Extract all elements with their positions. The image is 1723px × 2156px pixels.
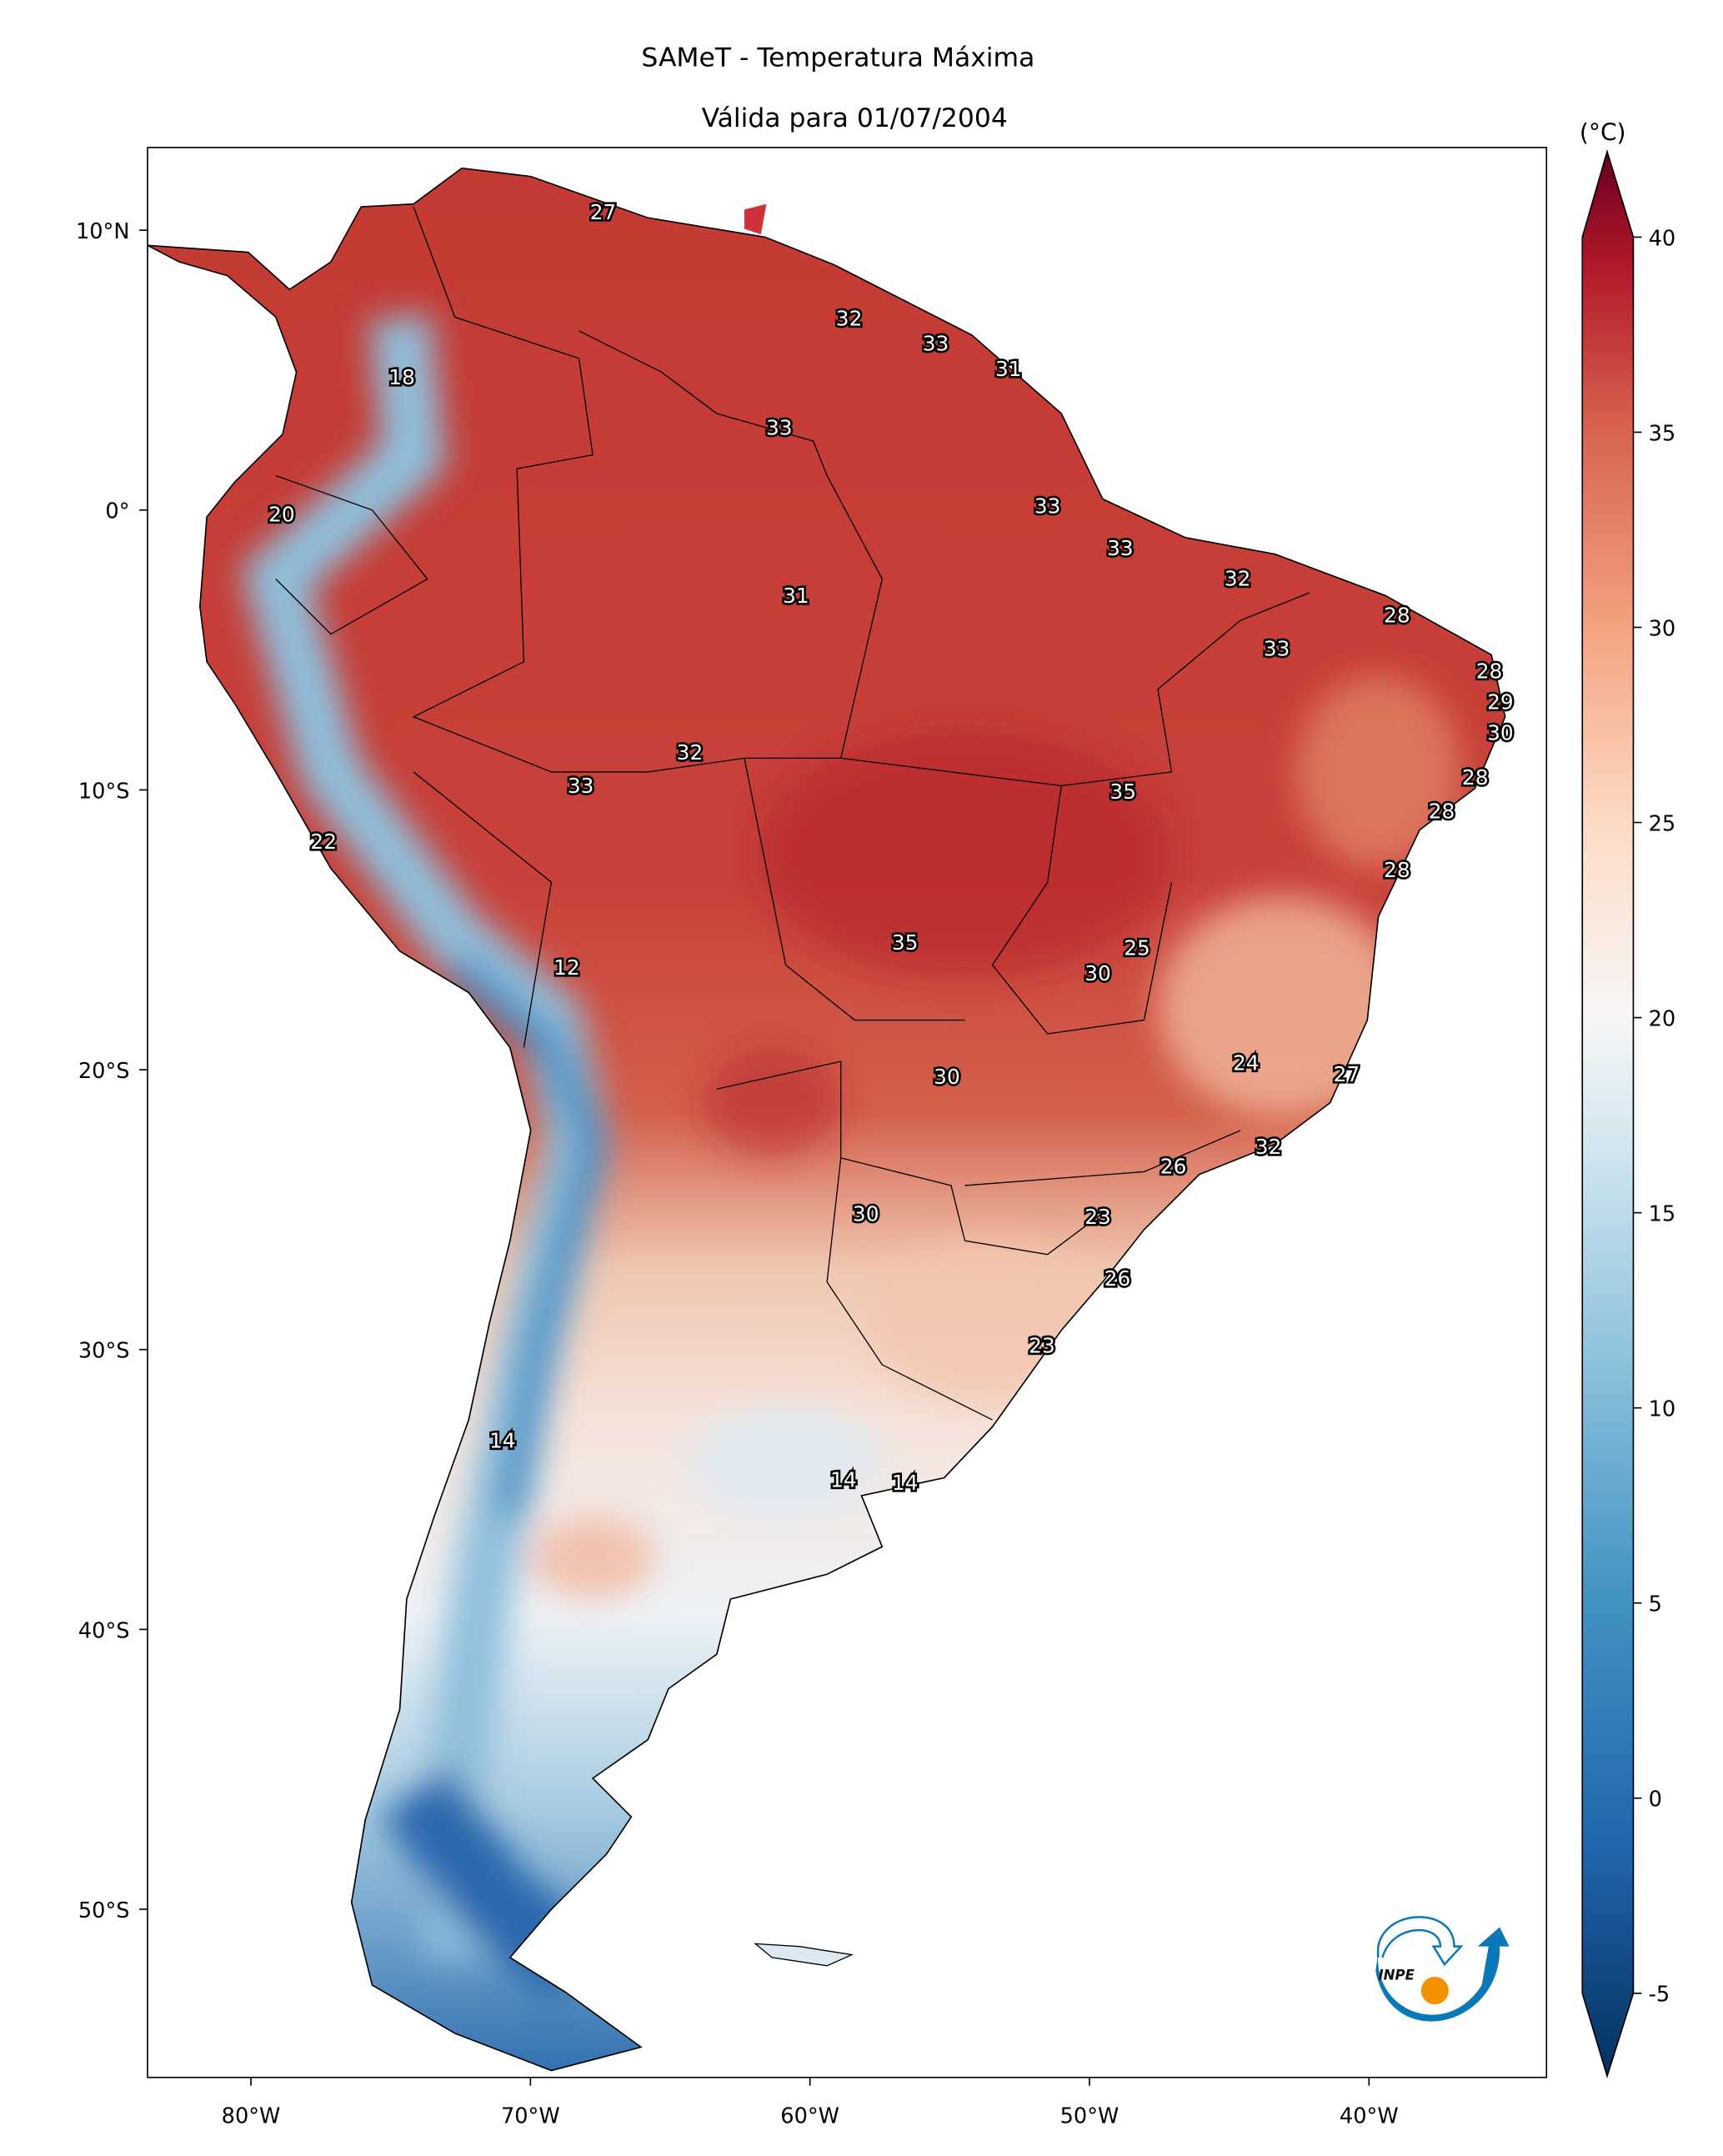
logo-swoosh-icon bbox=[1375, 1927, 1510, 2022]
caribbean-islands bbox=[744, 203, 767, 235]
logo-text: INPE bbox=[1379, 1967, 1415, 1983]
contour-label: 32 bbox=[836, 307, 863, 331]
contour-label: 32 bbox=[1225, 567, 1251, 591]
contour-label: 33 bbox=[568, 774, 594, 798]
logo-arrow-icon bbox=[1377, 1916, 1464, 1967]
lat-tick-label: 0° bbox=[105, 499, 129, 524]
contour-label: 23 bbox=[1084, 1205, 1111, 1229]
contour-label: 20 bbox=[268, 502, 295, 526]
contour-label: 27 bbox=[1334, 1062, 1360, 1086]
contour-label: 35 bbox=[1109, 780, 1136, 804]
colorbar-scale bbox=[1581, 148, 1635, 2078]
lat-tick-label: 30°S bbox=[78, 1339, 130, 1364]
contour-label: 33 bbox=[1107, 536, 1134, 560]
contour-label: 30 bbox=[1487, 720, 1514, 745]
contour-label: 12 bbox=[553, 955, 580, 980]
contour-label: 28 bbox=[1429, 799, 1455, 823]
lon-tick-label: 40°W bbox=[1340, 2103, 1399, 2128]
contour-label: 27 bbox=[590, 200, 617, 224]
contour-label: 32 bbox=[1255, 1135, 1282, 1159]
contour-label: 32 bbox=[677, 740, 704, 765]
map-area: 27 32 33 31 18 33 20 33 33 32 31 28 33 28 29 30 32 28 35 33… bbox=[147, 147, 1548, 2078]
colorbar-tick-label: 20 bbox=[1649, 1006, 1676, 1031]
contour-label: 28 bbox=[1384, 858, 1410, 882]
lat-tick-label: 40°S bbox=[78, 1618, 130, 1643]
contour-label: 35 bbox=[892, 930, 919, 955]
contour-label: 24 bbox=[1233, 1050, 1260, 1075]
colorbar-tick-label: 25 bbox=[1649, 811, 1676, 836]
contour-label: 30 bbox=[934, 1065, 960, 1089]
contour-label: 18 bbox=[388, 365, 415, 389]
colorbar-tick-label: 40 bbox=[1649, 226, 1676, 251]
lon-tick-label: 70°W bbox=[501, 2103, 560, 2128]
contour-label: 33 bbox=[1264, 637, 1290, 661]
contour-label: 29 bbox=[1487, 689, 1514, 714]
colorbar-tick-label: 15 bbox=[1649, 1202, 1676, 1227]
lon-tick-label: 80°W bbox=[222, 2103, 281, 2128]
colorbar-tick-label: 30 bbox=[1649, 616, 1676, 641]
contour-label: 33 bbox=[923, 332, 949, 356]
longitude-axis: 80°W 70°W 60°W 50°W 40°W bbox=[222, 2077, 1399, 2128]
contour-label: 25 bbox=[1124, 936, 1150, 960]
contour-label: 26 bbox=[1160, 1155, 1187, 1179]
latitude-axis: 10°N 0° 10°S 20°S 30°S 40°S 50°S bbox=[76, 219, 148, 1923]
inpe-logo: INPE bbox=[1375, 1916, 1510, 2022]
contour-label: 14 bbox=[830, 1467, 857, 1492]
lat-tick-label: 50°S bbox=[78, 1898, 130, 1923]
country-borders bbox=[275, 206, 1310, 1421]
contour-label: 28 bbox=[1476, 659, 1503, 683]
chart-title: SAMeT - Temperatura Máxima bbox=[641, 43, 1034, 73]
colorbar-tick-label: -5 bbox=[1649, 1983, 1670, 2008]
colorbar-tick-label: 5 bbox=[1649, 1592, 1662, 1617]
colorbar-unit: (°C) bbox=[1580, 119, 1626, 147]
lat-tick-label: 10°N bbox=[76, 219, 130, 244]
contour-label: 31 bbox=[995, 357, 1022, 381]
contour-label: 14 bbox=[892, 1471, 919, 1495]
contour-label: 30 bbox=[1084, 961, 1111, 985]
contour-label: 30 bbox=[853, 1202, 879, 1226]
lon-tick-label: 60°W bbox=[780, 2103, 839, 2128]
contour-label: 33 bbox=[1034, 494, 1061, 518]
contour-label: 22 bbox=[310, 830, 337, 854]
lat-tick-label: 10°S bbox=[78, 779, 130, 804]
colorbar-tick-label: 0 bbox=[1649, 1787, 1662, 1813]
lon-tick-label: 50°W bbox=[1060, 2103, 1119, 2128]
contour-label: 28 bbox=[1384, 603, 1410, 627]
chart-subtitle: Válida para 01/07/2004 bbox=[702, 103, 1008, 133]
contour-labels: 27 32 33 31 18 33 20 33 33 32 31 28 33 28 29 30 32 28 35 33… bbox=[266, 198, 1515, 1497]
colorbar-tick-label: 10 bbox=[1649, 1397, 1676, 1422]
colorbar-tick-label: 35 bbox=[1649, 421, 1676, 446]
contour-label: 33 bbox=[766, 415, 793, 439]
contour-label: 23 bbox=[1029, 1333, 1055, 1357]
colorbar: (°C) 40 35 30 25 20 15 10 5 0 -5 bbox=[1580, 119, 1676, 2078]
contour-label: 28 bbox=[1462, 765, 1489, 790]
falkland-islands bbox=[754, 1943, 854, 1967]
contour-label: 26 bbox=[1104, 1266, 1131, 1291]
lat-tick-label: 20°S bbox=[78, 1059, 130, 1084]
contour-label: 14 bbox=[489, 1428, 516, 1452]
contour-label: 31 bbox=[783, 584, 809, 608]
logo-sun-icon bbox=[1420, 1977, 1449, 2005]
